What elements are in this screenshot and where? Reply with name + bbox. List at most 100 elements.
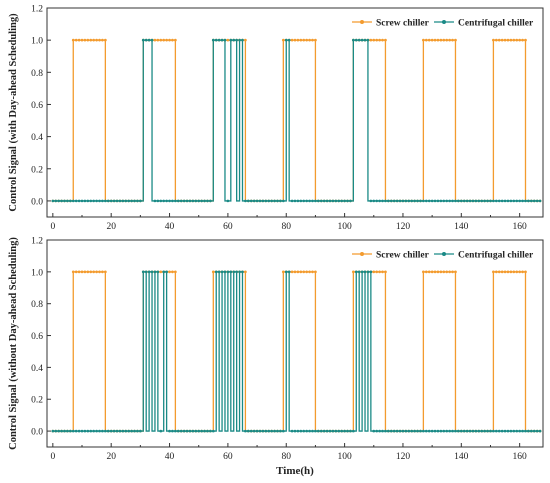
- legend-label: Centrifugal chiller: [458, 19, 534, 29]
- data-point: [337, 429, 341, 433]
- data-point: [171, 270, 174, 274]
- data-point: [182, 429, 186, 433]
- data-point: [515, 270, 519, 274]
- data-point: [209, 429, 212, 433]
- data-point: [185, 429, 189, 433]
- data-point: [296, 38, 300, 42]
- data-point: [133, 199, 136, 203]
- data-point: [139, 199, 142, 203]
- y-axis-label: Control Signal (with Day-ahead Schedulin…: [8, 13, 19, 212]
- data-point: [255, 199, 259, 203]
- data-point: [74, 429, 78, 433]
- data-point: [439, 38, 443, 42]
- data-point: [238, 270, 241, 274]
- data-point: [468, 429, 472, 433]
- data-point: [503, 38, 507, 42]
- data-point: [509, 429, 513, 433]
- data-point: [133, 429, 136, 433]
- data-point: [86, 199, 90, 203]
- data-point: [63, 199, 66, 203]
- data-point: [66, 429, 69, 433]
- data-point: [159, 270, 163, 274]
- data-point: [474, 199, 478, 203]
- data-point: [279, 429, 282, 433]
- data-point: [92, 199, 96, 203]
- x-tick-label: 120: [396, 452, 411, 462]
- data-point: [448, 199, 451, 203]
- chart-panel-2: 0.0 0.2 0.4 0.6 0.8 1.0 1.2 0 20 40 60 80 100 120 140 1…: [8, 237, 544, 477]
- data-point: [506, 270, 510, 274]
- data-point: [375, 199, 379, 203]
- legend-marker: [442, 20, 446, 24]
- data-point: [503, 429, 507, 433]
- data-point: [92, 270, 96, 274]
- data-point: [220, 270, 224, 274]
- data-point: [71, 199, 75, 203]
- data-point: [71, 270, 75, 274]
- data-point: [372, 199, 376, 203]
- data-point: [457, 429, 460, 433]
- legend-marker: [360, 20, 364, 24]
- data-point: [538, 429, 542, 433]
- legend-label: Screw chiller: [376, 251, 430, 261]
- data-point: [168, 199, 171, 203]
- data-point: [524, 429, 527, 433]
- data-point: [290, 38, 294, 42]
- data-point: [159, 38, 163, 42]
- plot-frame: [46, 239, 544, 448]
- data-point: [427, 429, 431, 433]
- data-point: [427, 199, 431, 203]
- data-point: [71, 38, 75, 42]
- y-tick-label: 0.8: [31, 300, 43, 310]
- data-point: [529, 199, 533, 203]
- data-point: [422, 429, 425, 433]
- data-point: [424, 199, 428, 203]
- data-point: [439, 199, 443, 203]
- data-point: [427, 270, 431, 274]
- data-point: [217, 270, 221, 274]
- data-point: [360, 270, 364, 274]
- data-point: [422, 270, 425, 274]
- data-point: [311, 38, 314, 42]
- data-point: [515, 38, 519, 42]
- data-point: [465, 429, 469, 433]
- data-point: [165, 38, 168, 42]
- data-point: [489, 199, 492, 203]
- data-point: [60, 429, 63, 433]
- data-point: [500, 429, 504, 433]
- y-tick-label: 0.4: [31, 364, 43, 374]
- data-point: [433, 199, 437, 203]
- data-point: [454, 199, 457, 203]
- data-point: [229, 38, 233, 42]
- data-point: [381, 270, 384, 274]
- data-point: [433, 429, 437, 433]
- data-point: [104, 429, 107, 433]
- data-point: [264, 429, 268, 433]
- data-point: [352, 38, 355, 42]
- data-point: [497, 199, 501, 203]
- data-point: [527, 429, 530, 433]
- data-point: [486, 199, 489, 203]
- data-point: [252, 199, 256, 203]
- data-point: [518, 199, 522, 203]
- data-point: [492, 199, 495, 203]
- data-point: [302, 199, 306, 203]
- data-point: [538, 199, 542, 203]
- data-point: [141, 38, 145, 42]
- data-point: [57, 429, 61, 433]
- data-point: [378, 199, 381, 203]
- data-point: [77, 270, 81, 274]
- data-point: [325, 199, 329, 203]
- legend: Screw chiller Centrifugal chiller: [352, 251, 534, 261]
- data-point: [211, 429, 215, 433]
- data-point: [462, 199, 466, 203]
- data-point: [244, 429, 247, 433]
- data-point: [232, 270, 236, 274]
- data-point: [433, 270, 437, 274]
- data-point: [500, 38, 504, 42]
- data-point: [136, 429, 139, 433]
- x-tick-label: 40: [165, 222, 175, 232]
- data-point: [527, 199, 530, 203]
- x-tick-label: 140: [454, 452, 469, 462]
